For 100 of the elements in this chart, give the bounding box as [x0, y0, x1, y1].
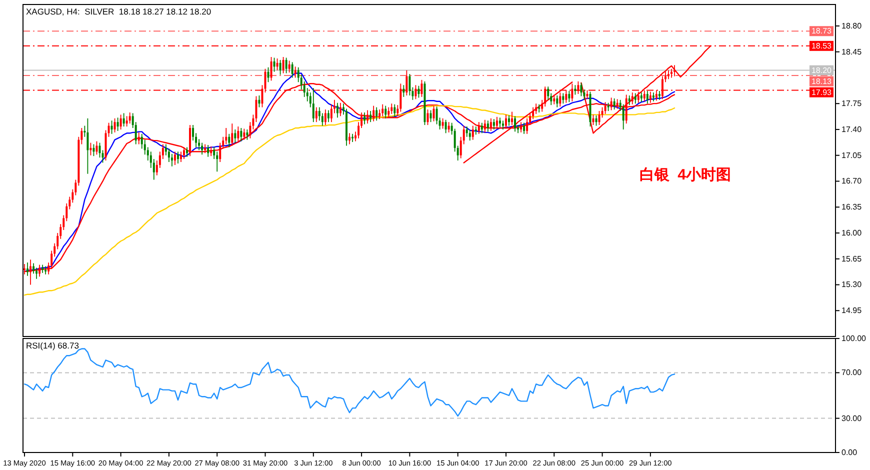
- y-tick-label: 15.65: [842, 254, 862, 264]
- candlestick: [382, 104, 384, 117]
- candlestick: [183, 146, 185, 160]
- ref-line-label: 18.20: [811, 66, 832, 75]
- candlestick: [553, 94, 556, 105]
- candlestick: [312, 88, 314, 123]
- candlestick: [523, 122, 526, 134]
- candlestick: [216, 151, 218, 172]
- candlestick: [508, 114, 510, 126]
- candlestick: [86, 118, 89, 174]
- candlestick: [444, 119, 447, 134]
- candlestick: [496, 116, 498, 130]
- candlestick: [607, 102, 610, 112]
- y-tick-label: 30.00: [842, 414, 862, 423]
- candlestick: [270, 56, 272, 82]
- candlestick: [201, 142, 204, 156]
- candlestick: [240, 128, 242, 142]
- candlestick: [646, 90, 648, 104]
- y-tick-label: 17.40: [842, 124, 862, 134]
- candlestick: [568, 90, 570, 103]
- candlestick: [168, 148, 170, 162]
- candlestick: [110, 120, 113, 134]
- candlestick: [249, 122, 252, 139]
- candlestick: [352, 133, 354, 142]
- candlestick: [448, 122, 450, 133]
- candlestick: [372, 105, 375, 122]
- candlestick: [207, 144, 210, 158]
- candlestick: [176, 151, 179, 164]
- candlestick: [370, 110, 372, 123]
- candlestick: [538, 104, 540, 113]
- candlestick: [96, 140, 98, 156]
- candlestick: [44, 266, 47, 275]
- candlestick: [246, 129, 248, 140]
- annotation: 白银 4小时图: [639, 166, 732, 184]
- candlestick: [315, 106, 318, 123]
- y-tick-label: 17.05: [842, 150, 862, 160]
- y-tick-label: 0.00: [842, 448, 858, 457]
- candlestick: [613, 98, 616, 110]
- candlestick: [556, 95, 558, 108]
- candlestick: [231, 123, 234, 146]
- candlestick: [514, 116, 516, 132]
- candlestick: [225, 128, 228, 145]
- y-tick-label: 14.95: [842, 306, 862, 316]
- candlestick: [604, 102, 606, 114]
- ref-line-label: 18.53: [811, 41, 832, 50]
- candlestick: [174, 151, 176, 166]
- y-tick-label: 17.75: [842, 99, 862, 108]
- candlestick: [324, 109, 326, 126]
- candlestick: [484, 119, 486, 133]
- candlestick: [474, 126, 477, 136]
- candlestick: [339, 102, 342, 117]
- candlestick: [625, 94, 628, 124]
- candlestick: [348, 132, 350, 145]
- candlestick: [486, 120, 489, 132]
- candlestick: [490, 118, 492, 132]
- candlestick: [480, 122, 483, 134]
- candlestick: [98, 142, 101, 158]
- candlestick: [258, 95, 260, 108]
- candlestick: [116, 117, 119, 132]
- candlestick: [279, 60, 282, 76]
- candlestick: [634, 92, 636, 104]
- candlestick: [559, 92, 562, 107]
- candlestick: [288, 60, 290, 73]
- candlestick: [291, 62, 294, 78]
- y-tick-label: 15.30: [842, 280, 862, 290]
- candlestick: [128, 112, 131, 124]
- candlestick: [511, 111, 513, 126]
- candlestick: [492, 118, 495, 130]
- candlestick: [92, 144, 95, 157]
- candlestick: [26, 262, 29, 276]
- ref-line-label: 17.93: [811, 88, 832, 97]
- candlestick: [330, 104, 332, 123]
- candlestick: [282, 56, 284, 74]
- candlestick: [628, 95, 630, 106]
- candlestick: [122, 112, 125, 127]
- candlestick: [388, 106, 390, 118]
- y-tick-label: 16.70: [842, 176, 862, 186]
- y-tick-label: 16.35: [842, 202, 862, 212]
- y-tick-label: 18.80: [842, 21, 862, 30]
- candlestick: [442, 118, 444, 130]
- candlestick: [402, 84, 405, 98]
- candlestick: [384, 105, 387, 119]
- ref-line-label: 18.73: [811, 26, 832, 36]
- candlestick: [562, 92, 564, 104]
- candlestick: [114, 118, 116, 133]
- candlestick: [276, 58, 278, 71]
- candlestick: [468, 130, 471, 142]
- y-tick-label: 70.00: [842, 368, 862, 378]
- chart-title: RSI(14) 68.73: [26, 340, 80, 350]
- candlestick: [364, 112, 366, 125]
- candlestick: [36, 267, 38, 280]
- candlestick: [616, 98, 618, 110]
- candlestick: [610, 97, 612, 111]
- candlestick: [595, 114, 598, 126]
- candlestick: [478, 122, 480, 134]
- chart-title: XAGUSD, H4: SILVER 18.18 18.27 18.12 18.20: [26, 6, 212, 16]
- ref-line-label: 18.13: [811, 76, 832, 86]
- candlestick: [285, 57, 288, 74]
- candlestick: [186, 146, 188, 158]
- y-tick-label: 18.45: [842, 47, 862, 56]
